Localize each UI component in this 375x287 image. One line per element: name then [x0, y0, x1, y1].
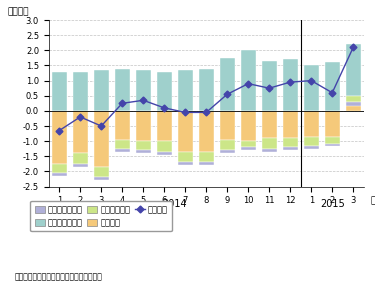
- Bar: [325, 63, 340, 111]
- Bar: [220, 150, 235, 153]
- Text: 資料：財務省「国際収支状況」から作成。: 資料：財務省「国際収支状況」から作成。: [15, 272, 103, 281]
- Bar: [157, 141, 172, 152]
- Bar: [73, 111, 88, 153]
- Bar: [220, 140, 235, 150]
- Bar: [199, 152, 214, 162]
- Bar: [199, 111, 214, 152]
- Bar: [178, 162, 193, 165]
- Bar: [52, 164, 67, 173]
- Bar: [73, 164, 88, 167]
- Bar: [115, 140, 130, 149]
- Bar: [73, 71, 88, 111]
- Bar: [52, 111, 67, 164]
- Text: （年月）: （年月）: [370, 197, 375, 205]
- Bar: [220, 58, 235, 111]
- Bar: [136, 141, 151, 150]
- Legend: 第二次所得収支, 第一次所得収支, サービス収支, 買易収支, 経常収支: 第二次所得収支, 第一次所得収支, サービス収支, 買易収支, 経常収支: [30, 201, 172, 231]
- Bar: [157, 71, 172, 111]
- Bar: [325, 144, 340, 146]
- Bar: [136, 150, 151, 153]
- Bar: [262, 111, 277, 138]
- Bar: [262, 149, 277, 152]
- Bar: [199, 162, 214, 165]
- Bar: [241, 111, 256, 141]
- Bar: [52, 71, 67, 111]
- Bar: [199, 69, 214, 111]
- Bar: [283, 147, 298, 150]
- Bar: [304, 65, 319, 111]
- Bar: [220, 111, 235, 140]
- Bar: [283, 111, 298, 138]
- Bar: [178, 70, 193, 111]
- Bar: [262, 61, 277, 111]
- Bar: [304, 137, 319, 146]
- Bar: [115, 69, 130, 111]
- Bar: [283, 59, 298, 111]
- Bar: [241, 147, 256, 150]
- Bar: [241, 50, 256, 111]
- Text: 2014: 2014: [162, 199, 187, 209]
- Bar: [346, 96, 361, 102]
- Bar: [178, 111, 193, 152]
- Bar: [346, 102, 361, 106]
- Bar: [283, 138, 298, 147]
- Bar: [73, 153, 88, 164]
- Bar: [94, 167, 109, 177]
- Bar: [178, 152, 193, 162]
- Bar: [346, 44, 361, 111]
- Bar: [346, 96, 361, 111]
- Bar: [115, 149, 130, 152]
- Bar: [157, 152, 172, 155]
- Bar: [304, 146, 319, 149]
- Bar: [262, 138, 277, 149]
- Bar: [94, 111, 109, 167]
- Bar: [94, 70, 109, 111]
- Bar: [94, 177, 109, 181]
- Bar: [241, 141, 256, 147]
- Bar: [115, 111, 130, 140]
- Bar: [304, 111, 319, 137]
- Bar: [157, 111, 172, 141]
- Text: 2015: 2015: [320, 199, 345, 209]
- Bar: [325, 111, 340, 137]
- Bar: [52, 173, 67, 176]
- Bar: [136, 111, 151, 141]
- Text: （兆円）: （兆円）: [8, 8, 29, 17]
- Bar: [136, 70, 151, 111]
- Bar: [325, 137, 340, 144]
